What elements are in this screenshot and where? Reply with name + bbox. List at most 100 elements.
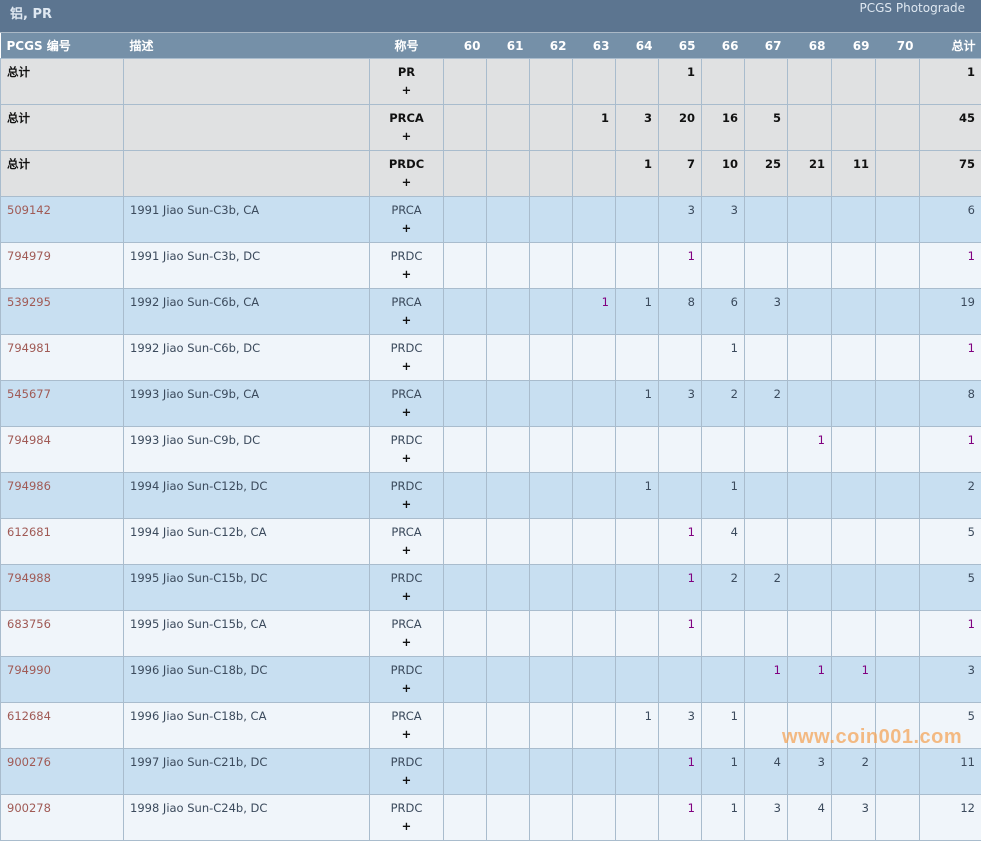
grade-count-link-text[interactable]: 1 xyxy=(645,479,652,493)
grade-count-link-text[interactable]: 6 xyxy=(731,295,738,309)
pcgs-number-link-text[interactable]: 539295 xyxy=(7,295,51,309)
total-count-link-text[interactable]: 1 xyxy=(968,341,975,355)
grade-count-link-text[interactable]: 1 xyxy=(688,755,695,769)
grade-count-link-text[interactable]: 4 xyxy=(774,755,781,769)
total-count-link-text[interactable]: 19 xyxy=(960,295,975,309)
grade-count-link-text[interactable]: 2 xyxy=(774,571,781,585)
grade-count-link-text[interactable]: 1 xyxy=(645,709,652,723)
grade-count-link-text[interactable]: 4 xyxy=(818,801,825,815)
photograde-link[interactable]: PCGS Photograde xyxy=(860,1,965,15)
pcgs-number-link-text[interactable]: 794979 xyxy=(7,249,51,263)
grade-count-link-text[interactable]: 1 xyxy=(645,387,652,401)
plus-icon[interactable]: + xyxy=(376,633,437,651)
plus-icon[interactable]: + xyxy=(376,449,437,467)
grade-count-link-text[interactable]: 1 xyxy=(688,525,695,539)
grade-count-link-text[interactable]: 3 xyxy=(688,203,695,217)
grade-count-link-text[interactable]: 3 xyxy=(688,709,695,723)
column-header[interactable]: 60 xyxy=(444,33,487,59)
grade-count-link-text[interactable]: 1 xyxy=(862,663,869,677)
plus-icon[interactable]: + xyxy=(376,587,437,605)
total-count-link-text[interactable]: 2 xyxy=(968,479,975,493)
pcgs-number-link-text[interactable]: 794984 xyxy=(7,433,51,447)
pcgs-number-link-text[interactable]: 545677 xyxy=(7,387,51,401)
plus-icon[interactable]: + xyxy=(376,173,437,191)
plus-icon[interactable]: + xyxy=(376,127,437,145)
grade-count-link-text[interactable]: 1 xyxy=(645,295,652,309)
column-header[interactable]: PCGS 编号 xyxy=(1,33,124,59)
total-count-link-text[interactable]: 8 xyxy=(968,387,975,401)
grade-count-link-text[interactable]: 1 xyxy=(731,709,738,723)
grade-count-link-text[interactable]: 1 xyxy=(731,755,738,769)
grade-count-link-text[interactable]: 1 xyxy=(731,341,738,355)
pcgs-number-link-text[interactable]: 794981 xyxy=(7,341,51,355)
total-count-link-text[interactable]: 5 xyxy=(968,571,975,585)
column-header[interactable]: 61 xyxy=(487,33,530,59)
grade-count-link-text[interactable]: 4 xyxy=(731,525,738,539)
column-header[interactable]: 69 xyxy=(832,33,876,59)
grade-count-link-text[interactable]: 1 xyxy=(688,249,695,263)
column-header[interactable]: 68 xyxy=(788,33,832,59)
grade-count-link-text[interactable]: 2 xyxy=(731,571,738,585)
column-header[interactable]: 描述 xyxy=(124,33,370,59)
plus-icon[interactable]: + xyxy=(376,725,437,743)
total-count-link-text[interactable]: 5 xyxy=(968,525,975,539)
plus-icon[interactable]: + xyxy=(376,219,437,237)
plus-icon[interactable]: + xyxy=(376,771,437,789)
total-count-link-text[interactable]: 1 xyxy=(968,433,975,447)
pcgs-number-link-text[interactable]: 900276 xyxy=(7,755,51,769)
column-header[interactable]: 66 xyxy=(702,33,745,59)
pcgs-number-link-text[interactable]: 683756 xyxy=(7,617,51,631)
grade-count-link-text[interactable]: 3 xyxy=(862,801,869,815)
pcgs-number-link-text[interactable]: 509142 xyxy=(7,203,51,217)
grade-count-link-text[interactable]: 2 xyxy=(774,387,781,401)
total-count-link-text[interactable]: 6 xyxy=(968,203,975,217)
plus-icon[interactable]: + xyxy=(376,541,437,559)
plus-icon[interactable]: + xyxy=(376,679,437,697)
column-header[interactable]: 65 xyxy=(659,33,702,59)
pcgs-number-link-text[interactable]: 900278 xyxy=(7,801,51,815)
grade-count-link-text[interactable]: 3 xyxy=(774,801,781,815)
grade-count-link-text[interactable]: 3 xyxy=(731,203,738,217)
plus-icon[interactable]: + xyxy=(376,311,437,329)
column-header[interactable]: 67 xyxy=(745,33,788,59)
plus-icon[interactable]: + xyxy=(376,81,437,99)
grade-count-link-text[interactable]: 8 xyxy=(688,295,695,309)
grade-count-link-text[interactable]: 3 xyxy=(774,295,781,309)
column-header[interactable]: 63 xyxy=(573,33,616,59)
grade-count-link-text[interactable]: 1 xyxy=(731,801,738,815)
grade-count-link-text[interactable]: 1 xyxy=(602,295,609,309)
pcgs-number-link-text[interactable]: 794986 xyxy=(7,479,51,493)
total-count-link-text[interactable]: 3 xyxy=(968,663,975,677)
grade-count-link xyxy=(444,427,487,473)
grade-count-link-text[interactable]: 1 xyxy=(818,433,825,447)
column-header[interactable]: 64 xyxy=(616,33,659,59)
pcgs-number-link-text[interactable]: 612684 xyxy=(7,709,51,723)
grade-count-link-text[interactable]: 2 xyxy=(731,387,738,401)
column-header[interactable]: 62 xyxy=(530,33,573,59)
grade-count-link-text[interactable]: 3 xyxy=(818,755,825,769)
total-count-link-text[interactable]: 12 xyxy=(960,801,975,815)
plus-icon[interactable]: + xyxy=(376,403,437,421)
grade-count-link-text[interactable]: 1 xyxy=(774,663,781,677)
pcgs-number-link-text[interactable]: 794988 xyxy=(7,571,51,585)
total-count-link-text[interactable]: 1 xyxy=(968,617,975,631)
plus-icon[interactable]: + xyxy=(376,357,437,375)
total-count-link-text[interactable]: 11 xyxy=(960,755,975,769)
pcgs-number-link-text[interactable]: 612681 xyxy=(7,525,51,539)
grade-count-link-text[interactable]: 1 xyxy=(688,571,695,585)
plus-icon[interactable]: + xyxy=(376,817,437,835)
grade-count-link-text[interactable]: 3 xyxy=(688,387,695,401)
total-count-link-text[interactable]: 1 xyxy=(968,249,975,263)
grade-count-link-text[interactable]: 2 xyxy=(862,755,869,769)
column-header[interactable]: 称号 xyxy=(370,33,444,59)
column-header[interactable]: 70 xyxy=(876,33,920,59)
grade-count-link-text[interactable]: 1 xyxy=(818,663,825,677)
column-header[interactable]: 总计 xyxy=(920,33,981,59)
grade-count-link-text[interactable]: 1 xyxy=(688,617,695,631)
plus-icon[interactable]: + xyxy=(376,495,437,513)
pcgs-number-link-text[interactable]: 794990 xyxy=(7,663,51,677)
grade-count-link-text[interactable]: 1 xyxy=(731,479,738,493)
total-count-link-text[interactable]: 5 xyxy=(968,709,975,723)
grade-count-link-text[interactable]: 1 xyxy=(688,801,695,815)
plus-icon[interactable]: + xyxy=(376,265,437,283)
